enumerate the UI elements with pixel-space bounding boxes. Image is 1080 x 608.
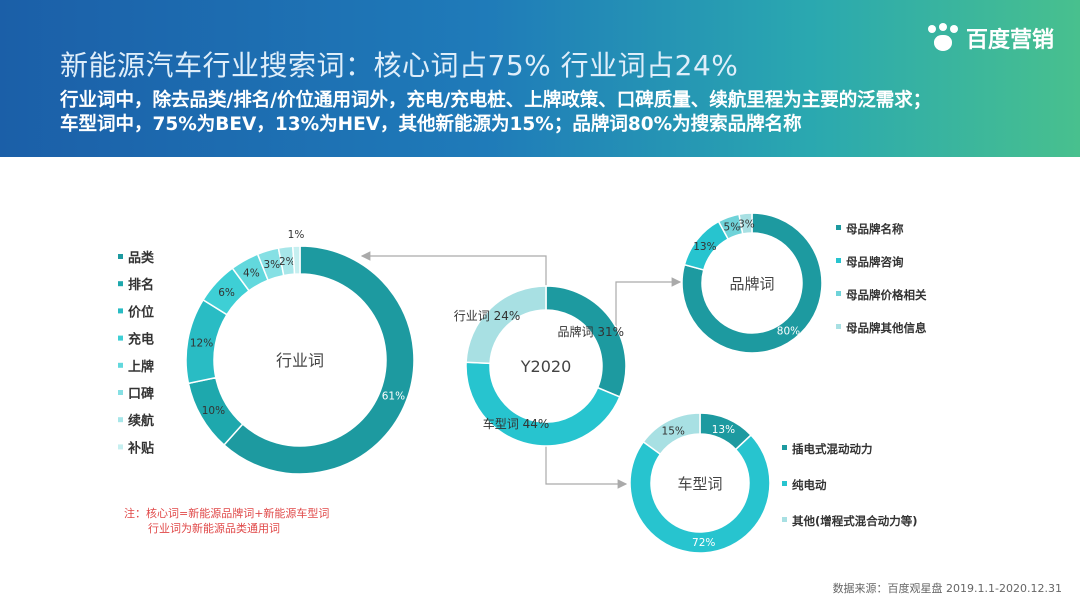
legend-1-swatch-4 — [118, 362, 123, 368]
legend-2-swatch-0 — [836, 225, 841, 230]
legend-1-swatch-6 — [118, 417, 123, 423]
arrow-to-model — [545, 440, 628, 489]
legend-3-swatch-0 — [782, 445, 787, 450]
brand-logo: 百度营销 — [926, 22, 1054, 54]
donut-1-label-1: 10% — [202, 405, 225, 417]
legend-2-swatch-2 — [836, 291, 841, 296]
legend-3-swatch-1 — [782, 481, 787, 486]
legend-2-swatch-3 — [836, 324, 841, 329]
legend-1-item-7: 补贴 — [127, 440, 154, 456]
donut-1-center-label: 行业词 — [276, 351, 324, 370]
donut-1-label-2: 12% — [190, 338, 213, 350]
donut-1-label-4: 4% — [243, 268, 260, 280]
donut-1-label-7: 1% — [288, 229, 305, 241]
legend-1-swatch-3 — [118, 335, 123, 341]
legend-1-item-2: 价位 — [128, 304, 154, 320]
donut-0-slice-2 — [465, 285, 547, 365]
legend-1-item-3: 充电 — [128, 332, 154, 348]
legend-1-swatch-0 — [118, 254, 123, 259]
donut-0-label-2: 行业词 24% — [454, 309, 521, 323]
legend-1-swatch-7 — [118, 444, 123, 450]
donut-3-slice-1 — [629, 434, 771, 554]
legend-3-item-0: 插电式混动动力 — [792, 442, 873, 456]
donut-1-label-3: 6% — [218, 287, 235, 299]
legend-3-swatch-2 — [782, 517, 787, 522]
legend-1-item-6: 续航 — [128, 413, 154, 429]
legend-1-item-0: 品类 — [128, 250, 155, 266]
legend-1-swatch-2 — [118, 308, 123, 314]
donut-0-slice-0 — [545, 285, 627, 398]
donut-0-label-0: 品牌词 31% — [558, 325, 625, 339]
donut-0-center-label: Y2020 — [520, 357, 572, 376]
donut-0: 品牌词 31% 车型词 44% 行业词 24% Y2020 — [454, 285, 627, 447]
donut-3-slice-2 — [642, 412, 701, 456]
donut-2-label-0: 80% — [777, 326, 800, 338]
donut-1-slice-7 — [291, 245, 301, 275]
donut-3-label-2: 15% — [662, 425, 685, 437]
footnote-line-2: 行业词为新能源品类通用词 — [148, 522, 280, 535]
legend-2-swatch-1 — [836, 258, 841, 263]
data-source: 数据来源：百度观星盘 2019.1.1-2020.12.31 — [832, 582, 1062, 595]
donut-0-label-1: 车型词 44% — [483, 416, 550, 431]
legend-2-item-2: 母品牌价格相关 — [846, 288, 927, 302]
page-title: 新能源汽车行业搜索词：核心词占75% 行业词占24% — [60, 49, 739, 82]
subtitle-line-2: 车型词中，75%为BEV，13%为HEV，其他新能源为15%；品牌词80%为搜索… — [60, 114, 802, 135]
legend-1-item-5: 口碑 — [128, 386, 154, 402]
legend-2-item-3: 母品牌其他信息 — [846, 321, 927, 335]
legend-2-item-0: 母品牌名称 — [846, 222, 904, 236]
footnote-line-1: 注：核心词=新能源品牌词+新能源车型词 — [124, 507, 330, 520]
legend-2-item-1: 母品牌咨询 — [846, 255, 904, 269]
legend-1-swatch-5 — [118, 390, 123, 395]
donut-1-slice-0 — [222, 245, 415, 475]
donut-2-label-3: 3% — [738, 218, 755, 230]
donut-1-label-5: 3% — [263, 259, 280, 271]
paw-icon — [926, 23, 960, 53]
legend-1-item-4: 上牌 — [128, 359, 154, 375]
header-banner: 新能源汽车行业搜索词：核心词占75% 行业词占24% 行业词中，除去品类/排名/… — [0, 0, 1080, 157]
legend-1-swatch-1 — [118, 281, 123, 287]
donut-1-label-6: 2% — [279, 256, 296, 268]
legend-3-item-2: 其他(增程式混合动力等) — [792, 514, 918, 528]
legend-3-item-1: 纯电动 — [792, 478, 827, 492]
donut-2-center-label: 品牌词 — [729, 275, 774, 293]
donut-2-label-2: 5% — [724, 221, 741, 233]
donut-3-center-label: 车型词 — [677, 475, 722, 493]
donut-2-slice-3 — [738, 212, 753, 235]
charts-canvas: 品牌词 31%车型词 44%行业词 24%Y202061%10%12%6%4%3… — [118, 212, 927, 554]
legend-1-item-1: 排名 — [128, 277, 154, 293]
brand-name: 百度营销 — [965, 28, 1054, 53]
donut-2-label-1: 13% — [693, 241, 716, 253]
footnote: 注：核心词=新能源品牌词+新能源车型词 行业词为新能源品类通用词 — [124, 506, 329, 536]
donut-3-label-1: 72% — [692, 537, 715, 549]
donut-2-slice-0 — [681, 212, 823, 354]
donut-1-label-0: 61% — [382, 391, 405, 403]
donut-3-label-0: 13% — [712, 424, 735, 436]
arrow-to-brand — [615, 277, 682, 330]
subtitle-line-1: 行业词中，除去品类/排名/价位通用词外，充电/充电桩、上牌政策、口碑质量、续航里… — [60, 90, 932, 111]
arrow-to-industry — [360, 251, 547, 292]
